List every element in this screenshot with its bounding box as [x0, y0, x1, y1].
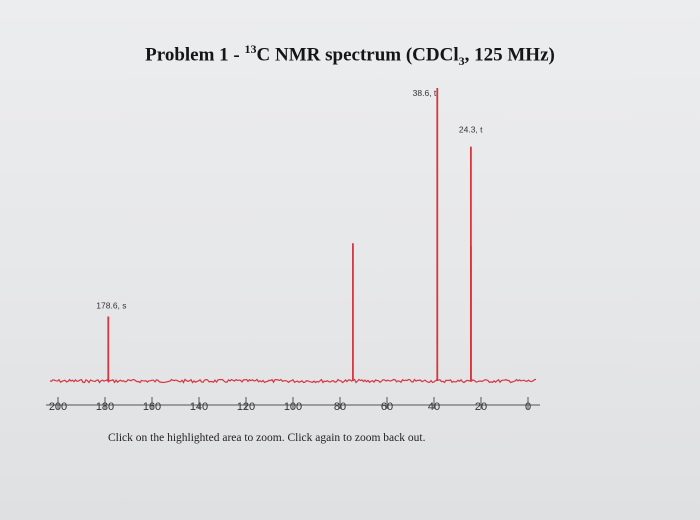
x-tick-label-140: 140	[190, 401, 208, 413]
peak-label-0: 178.6, s	[96, 301, 126, 311]
baseline-layer	[49, 378, 537, 384]
x-tick-label-60: 60	[381, 401, 393, 413]
title-isotope-mass: 13	[244, 42, 257, 56]
zoom-instruction: Click on the highlighted area to zoom. C…	[108, 432, 426, 444]
spectrum-title: Problem 1 - 13C NMR spectrum (CDCl3, 125…	[0, 42, 700, 69]
x-axis: 200 180 160 140 120 100 80 60 40 20 0	[46, 397, 540, 413]
title-subscript: 3	[458, 54, 465, 69]
x-tick-label-200: 200	[49, 401, 67, 413]
peak-label-2: 38.6, t	[413, 88, 437, 98]
x-tick-label-80: 80	[334, 401, 346, 413]
x-tick-label-0: 0	[525, 401, 531, 413]
spectrum-baseline	[49, 378, 537, 384]
title-suffix: , 125 MHz)	[464, 44, 555, 66]
peak-label-3: 24.3, t	[459, 125, 483, 135]
x-tick-label-20: 20	[475, 401, 487, 413]
title-prefix: Problem 1 -	[145, 44, 245, 66]
title-nucleus: C NMR spectrum (CDCl	[256, 44, 459, 66]
x-tick-label-160: 160	[143, 401, 161, 413]
x-tick-label-100: 100	[284, 401, 302, 413]
peak-layer: 178.6, s 38.6, t 24.3, t	[96, 88, 483, 381]
x-tick-label-120: 120	[237, 401, 255, 413]
x-tick-label-180: 180	[96, 401, 114, 413]
x-tick-label-40: 40	[428, 401, 440, 413]
